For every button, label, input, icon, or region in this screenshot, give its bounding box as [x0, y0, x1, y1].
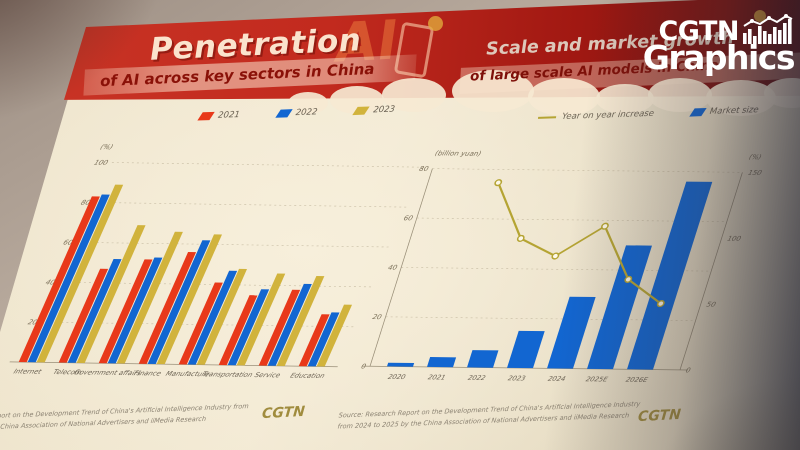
- cgtn-watermark-left: CGTN: [261, 403, 306, 423]
- left-axis-title: (billion yuan): [434, 150, 482, 158]
- bar-market-size: [426, 357, 457, 368]
- y-axis-title: (%): [99, 142, 115, 151]
- right-tick-label: 0: [685, 367, 692, 375]
- bar-market-size: [466, 350, 499, 368]
- legend-swatch-2021: [197, 111, 215, 121]
- plot-area: 0 20 40 60 80 0 50 100 150 (billion yuan) (%) 2020 2…: [360, 150, 763, 384]
- legend-label-2023: 2023: [372, 104, 396, 116]
- bar-chart-icon: [743, 14, 793, 44]
- gridline: [432, 168, 743, 173]
- legend-label-market: Market size: [709, 105, 760, 117]
- yoy-marker: [494, 179, 503, 187]
- right-axis-title: (%): [748, 153, 762, 161]
- legend-swatch-market: [689, 107, 707, 117]
- legend-label-2021: 2021: [217, 109, 241, 121]
- right-tick-label: 100: [726, 235, 742, 243]
- right-tick-label: 50: [705, 301, 717, 309]
- legend-swatch-2023: [352, 106, 370, 116]
- gridline: [76, 242, 391, 248]
- cgtn-watermark-right: CGTN: [637, 406, 682, 426]
- x-tick-label: Service: [253, 371, 281, 379]
- x-tick-label: 2024: [547, 375, 567, 383]
- bar-2021: [18, 196, 100, 363]
- x-tick-label: Finance: [133, 370, 163, 378]
- x-tick-label: Transportation: [201, 371, 254, 379]
- logo-cgtn-text: CGTN: [658, 16, 739, 47]
- bar-market-size: [506, 330, 545, 369]
- yoy-marker: [601, 222, 609, 230]
- coin-icon: [428, 16, 443, 31]
- legend-swatch-2022: [274, 109, 293, 118]
- x-tick-label: 2023: [507, 375, 527, 383]
- x-tick-label: 2025E: [585, 375, 610, 383]
- legend-line-swatch: [537, 116, 557, 119]
- x-tick-label: Internet: [12, 368, 43, 376]
- bar-market-size: [386, 362, 415, 367]
- right-tick-label: 150: [747, 169, 763, 177]
- logo-graphics-text: Graphics: [642, 38, 796, 77]
- left-tick-label: 40: [387, 264, 399, 272]
- left-tick-label: 0: [360, 363, 367, 371]
- x-tick-label: 2026E: [625, 376, 650, 384]
- market-size-combo-chart: 0 20 40 60 80 0 50 100 150 (billion yuan) (%) 2020 2…: [360, 150, 763, 384]
- left-tick-label: 60: [403, 215, 415, 223]
- x-tick-label: 2021: [427, 374, 447, 382]
- x-tick-label: Education: [289, 372, 326, 380]
- cgtn-graphics-logo: CGTN Graphics: [642, 13, 796, 77]
- x-tick-label: 2022: [467, 374, 487, 382]
- left-tick-label: 20: [371, 313, 383, 321]
- y-tick-label: 100: [93, 158, 111, 167]
- x-tick-label: 2020: [387, 373, 407, 381]
- bar-market-size: [546, 296, 596, 369]
- left-tick-label: 80: [418, 165, 430, 173]
- x-tick-label: Government affairs: [73, 369, 143, 377]
- bar-2022: [107, 257, 163, 364]
- legend-label-2022: 2022: [294, 107, 318, 119]
